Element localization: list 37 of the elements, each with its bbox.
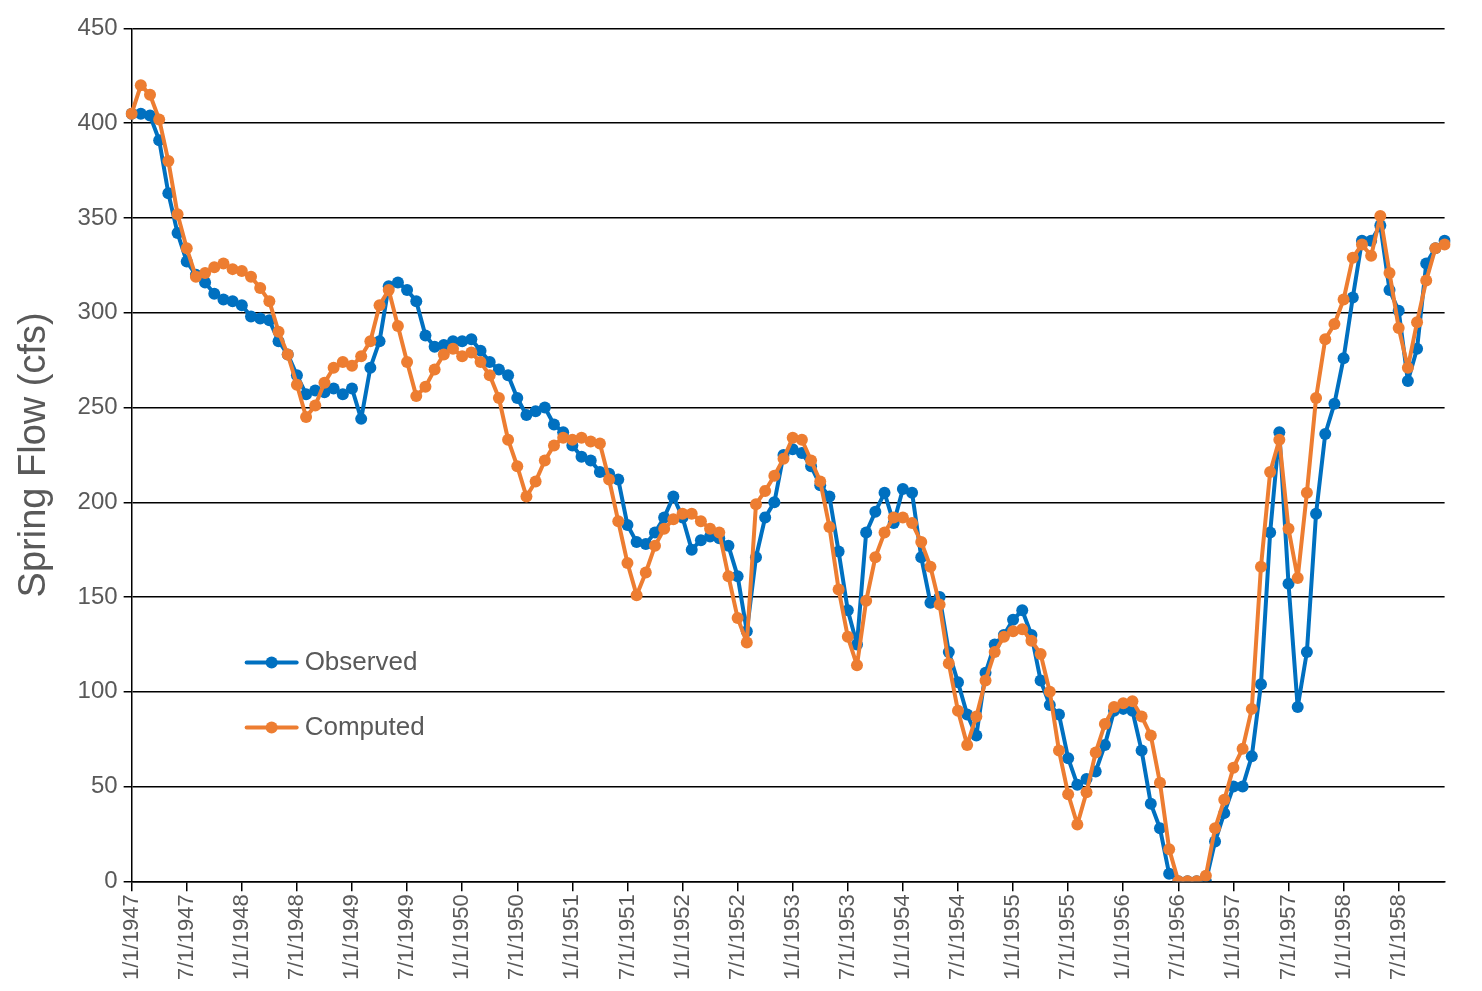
x-tick-label: 7/1/1955 [1054,894,1080,980]
x-tick-label: 1/1/1958 [1329,894,1355,980]
x-tick-label: 7/1/1958 [1384,894,1410,980]
x-tick-label: 7/1/1957 [1274,894,1300,980]
x-tick-label: 1/1/1952 [668,894,694,980]
y-tick-label: 250 [77,392,118,420]
x-tick-label: 7/1/1950 [503,894,529,980]
y-tick-label: 400 [77,107,118,135]
x-tick-label: 1/1/1957 [1219,894,1245,980]
y-tick-label: 0 [104,865,118,893]
x-tick-label: 1/1/1950 [448,894,474,980]
y-tick-label: 100 [77,676,118,704]
x-tick-label: 1/1/1947 [117,894,143,980]
x-tick-label: 7/1/1948 [282,894,308,980]
x-tick-label: 1/1/1951 [558,894,584,980]
y-tick-label: 350 [77,202,118,230]
y-tick-label: 150 [77,581,118,609]
x-tick-label: 1/1/1955 [999,894,1025,980]
x-tick-label: 1/1/1956 [1109,894,1135,980]
y-tick-label: 200 [77,486,118,514]
y-tick-label: 450 [77,13,118,41]
x-tick-label: 7/1/1947 [172,894,198,980]
x-tick-label: 1/1/1949 [338,894,364,980]
x-tick-label: 7/1/1952 [723,894,749,980]
x-tick-label: 1/1/1954 [888,894,914,980]
x-tick-label: 7/1/1953 [833,894,859,980]
legend-label: Observed [304,645,418,676]
x-tick-label: 7/1/1956 [1164,894,1190,980]
x-tick-label: 1/1/1953 [778,894,804,980]
y-tick-label: 300 [77,297,118,325]
legend-label: Computed [304,710,425,741]
y-tick-label: 50 [90,771,118,799]
x-tick-label: 7/1/1951 [613,894,639,980]
y-axis-title: Spring Flow (cfs) [11,312,54,598]
x-tick-label: 7/1/1954 [944,894,970,980]
x-tick-label: 1/1/1948 [227,894,253,980]
x-tick-label: 7/1/1949 [393,894,419,980]
